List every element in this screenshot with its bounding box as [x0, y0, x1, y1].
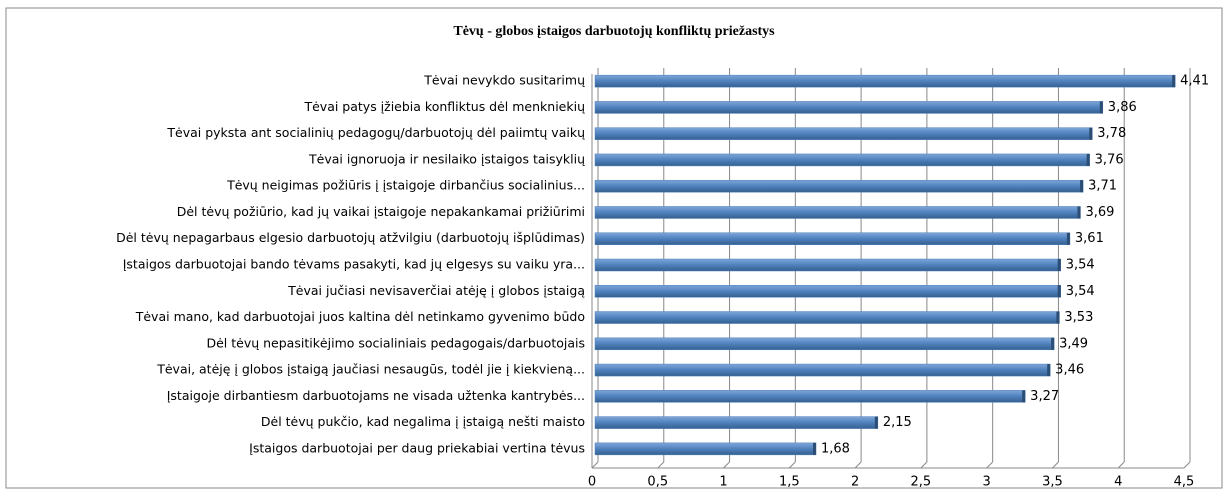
y-tick-label: Tėvai jučiasi nevisaverčiai atėję į glob…: [287, 283, 585, 298]
bar: [594, 337, 1055, 351]
grid-line: [854, 461, 862, 469]
x-tick-label: 2: [851, 475, 859, 490]
bar-end: [1080, 180, 1084, 193]
x-tick-label: 3: [983, 475, 991, 490]
value-label: 3,78: [1097, 126, 1126, 141]
bar: [594, 206, 1081, 219]
chart-border: [5, 7, 1223, 489]
bar: [594, 127, 1093, 140]
y-tick-label: Tėvai nevykdo susitarimų: [423, 73, 585, 88]
bar-end: [1086, 153, 1090, 166]
value-label: 3,27: [1030, 389, 1059, 404]
grid-line: [723, 461, 730, 469]
value-label: 3,69: [1085, 205, 1114, 220]
bar: [594, 179, 1084, 193]
bar-end: [1099, 101, 1103, 114]
x-tick-label: 0,5: [647, 475, 668, 490]
value-label: 3,61: [1075, 231, 1104, 246]
bar: [594, 285, 1061, 298]
y-tick-label: Tėvai patys įžiebia konfliktus dėl menkn…: [303, 99, 585, 114]
grid-line: [1117, 461, 1125, 469]
x-tick-label: 2,5: [911, 475, 932, 490]
y-tick-label: Tėvai pyksta ant socialinių pedagogų/dar…: [166, 125, 585, 140]
x-tick-label: 4,5: [1174, 475, 1195, 490]
x-tick-label: 1: [719, 475, 727, 490]
bar-end: [1172, 75, 1176, 88]
y-tick-label: Dėl tėvų požiūrio, kad jų vaikai įstaigo…: [177, 204, 585, 219]
value-label: 2,15: [883, 415, 912, 430]
bar: [594, 390, 1026, 403]
bar: [594, 232, 1071, 245]
bar: [594, 416, 879, 429]
bar-end: [1057, 285, 1061, 298]
bar-end: [1089, 127, 1093, 140]
value-label: 3,54: [1066, 284, 1095, 299]
y-tick-label: Tėvai, atėję į globos įstaigą jaučiasi n…: [156, 362, 585, 377]
grid-line: [657, 461, 665, 469]
y-tick-label: Dėl tėvų nepagarbaus elgesio darbuotojų …: [116, 230, 585, 245]
y-tick-label: Dėl tėvų nepasitikėjimo socialiniais ped…: [206, 335, 585, 350]
bar-end: [1066, 232, 1070, 245]
x-tick-label: 4: [1114, 475, 1122, 490]
y-tick-label: Įstaigos darbuotojai per daug priekabiai…: [249, 440, 585, 455]
value-label: 3,76: [1095, 152, 1124, 167]
y-tick-label: Įstaigos darbuotojai bando tėvams pasaky…: [123, 257, 585, 272]
bar: [594, 74, 1176, 88]
value-label: 3,54: [1066, 258, 1095, 273]
x-tick-label: 1,5: [779, 475, 800, 490]
value-label: 1,68: [821, 441, 850, 456]
bar-end: [1051, 337, 1055, 350]
bar-end: [813, 442, 817, 455]
bar-end: [1057, 259, 1061, 271]
value-label: 3,46: [1055, 363, 1084, 378]
bar: [594, 442, 817, 456]
grid-line: [1052, 461, 1059, 469]
bar-end: [1056, 311, 1060, 324]
y-tick-label: Tėvų neigimas požiūris į įstaigoje dirba…: [226, 178, 585, 193]
y-tick-label: Tėvai ignoruoja ir nesilaiko įstaigos ta…: [308, 151, 585, 166]
bar: [594, 153, 1090, 167]
value-label: 3,71: [1088, 179, 1117, 194]
bar: [594, 311, 1060, 324]
value-label: 3,49: [1059, 336, 1088, 351]
y-tick-label: Dėl tėvų pukčio, kad negalima į įstaigą …: [261, 414, 585, 429]
y-tick-label: Įstaigoje dirbantiesm darbuotojams ne vi…: [167, 388, 585, 403]
grid-line: [986, 461, 994, 469]
bar: [594, 363, 1051, 377]
value-label: 4,41: [1180, 74, 1209, 89]
value-label: 3,86: [1108, 100, 1137, 115]
bar: [594, 258, 1061, 272]
bar-end: [1022, 390, 1026, 403]
y-tick-label: Tėvai mano, kad darbuotojai juos kaltina…: [135, 309, 585, 324]
grid-line: [788, 461, 796, 469]
bar-end: [1077, 206, 1081, 219]
chart-title: Tėvų - globos įstaigos darbuotojų konfli…: [453, 24, 775, 39]
grid-line: [591, 461, 599, 469]
bar-end: [1047, 364, 1051, 377]
grid-line: [920, 461, 928, 469]
x-tick-label: 0: [588, 475, 596, 490]
grid-line: [1183, 461, 1191, 469]
bar: [594, 101, 1104, 114]
x-tick-label: 3,5: [1042, 475, 1063, 490]
value-label: 3,53: [1064, 310, 1093, 325]
bar-end: [874, 416, 878, 429]
